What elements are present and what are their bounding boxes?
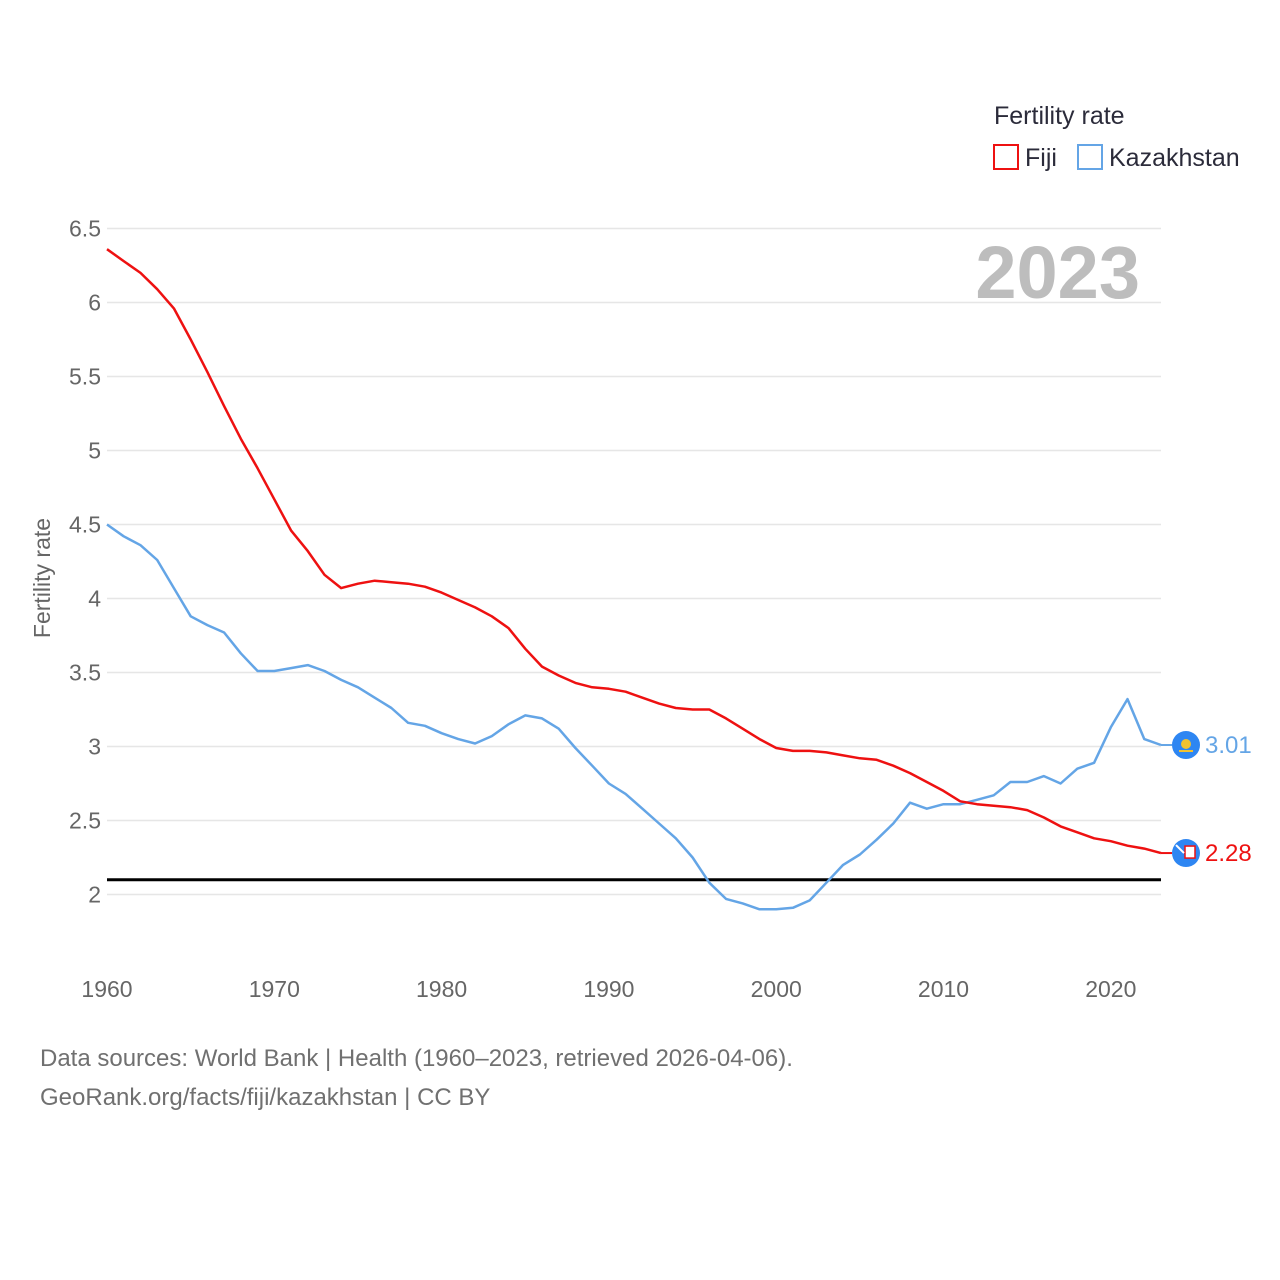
data-source-note: Data sources: World Bank | Health (1960–… <box>40 1045 793 1072</box>
flag-sun-kazakhstan <box>1181 739 1191 750</box>
x-tick-label: 2010 <box>918 976 969 1002</box>
y-tick-label: 5 <box>88 438 101 464</box>
y-tick-label: 3 <box>88 734 101 760</box>
y-axis-title: Fertility rate <box>29 518 55 638</box>
y-tick-label: 4 <box>88 586 101 612</box>
y-tick-label: 5.5 <box>69 364 101 390</box>
series-line-fiji <box>106 248 1162 855</box>
x-tick-label: 2000 <box>751 976 802 1002</box>
flag-union-stroke <box>1175 844 1185 854</box>
legend-title: Fertility rate <box>994 102 1125 130</box>
end-markers: 2.28 3.01 <box>1161 731 1252 868</box>
y-tick-label: 4.5 <box>69 512 101 538</box>
x-tick-label: 1960 <box>81 976 132 1002</box>
flag-eagle-kazakhstan <box>1179 750 1193 753</box>
x-axis-ticks: 1960 1970 1980 1990 2000 2010 2020 <box>81 976 1136 1002</box>
y-tick-label: 3.5 <box>69 660 101 686</box>
flag-emblem-fiji <box>1184 845 1196 859</box>
series-line-kazakhstan <box>106 523 1162 911</box>
year-label: 2023 <box>975 231 1140 314</box>
y-axis-ticks: 2 2.5 3 3.5 4 4.5 5 5.5 6 6.5 <box>69 216 101 908</box>
x-tick-label: 1990 <box>583 976 634 1002</box>
grid <box>107 227 1161 896</box>
x-tick-label: 1980 <box>416 976 467 1002</box>
series-lines <box>106 248 1162 911</box>
legend-label-kazakhstan[interactable]: Kazakhstan <box>1109 144 1240 172</box>
legend-swatch-fiji[interactable] <box>993 144 1019 170</box>
end-value-label-kazakhstan: 3.01 <box>1205 732 1252 759</box>
legend-label-fiji[interactable]: Fiji <box>1025 144 1057 172</box>
y-tick-label: 2 <box>88 882 101 908</box>
legend: Fertility rate Fiji Kazakhstan <box>993 102 1240 172</box>
x-tick-label: 1970 <box>249 976 300 1002</box>
y-tick-label: 6.5 <box>69 216 101 242</box>
x-tick-label: 2020 <box>1085 976 1136 1002</box>
end-value-label-fiji: 2.28 <box>1205 840 1252 867</box>
attribution-link[interactable]: GeoRank.org/facts/fiji/kazakhstan | CC B… <box>40 1084 491 1111</box>
y-tick-label: 6 <box>88 290 101 316</box>
legend-swatch-kazakhstan[interactable] <box>1077 144 1103 170</box>
y-tick-label: 2.5 <box>69 808 101 834</box>
